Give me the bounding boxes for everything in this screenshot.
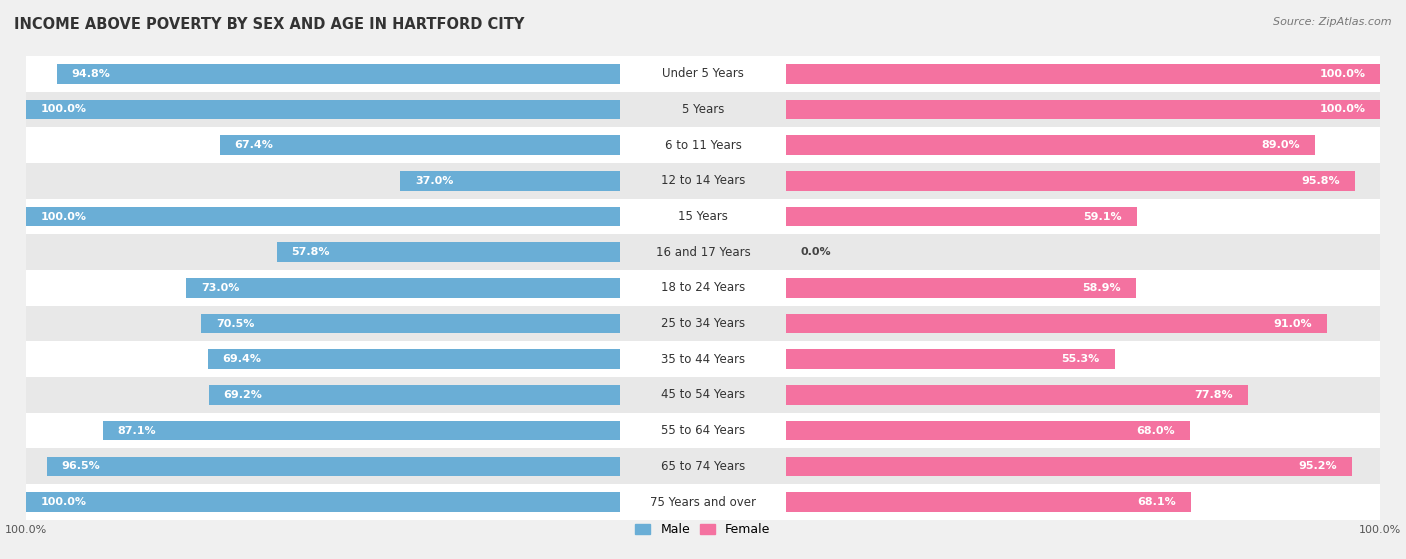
Text: 68.1%: 68.1% bbox=[1137, 497, 1175, 507]
Text: 100.0%: 100.0% bbox=[41, 105, 87, 115]
Bar bbox=[786, 385, 1249, 405]
Text: 55 to 64 Years: 55 to 64 Years bbox=[661, 424, 745, 437]
Text: 5 Years: 5 Years bbox=[682, 103, 724, 116]
Bar bbox=[25, 342, 1381, 377]
Text: 18 to 24 Years: 18 to 24 Years bbox=[661, 281, 745, 295]
Text: 65 to 74 Years: 65 to 74 Years bbox=[661, 460, 745, 473]
Text: 69.2%: 69.2% bbox=[224, 390, 263, 400]
Text: 55.3%: 55.3% bbox=[1062, 354, 1099, 364]
Bar bbox=[25, 234, 1381, 270]
Text: 59.1%: 59.1% bbox=[1084, 211, 1122, 221]
Text: INCOME ABOVE POVERTY BY SEX AND AGE IN HARTFORD CITY: INCOME ABOVE POVERTY BY SEX AND AGE IN H… bbox=[14, 17, 524, 32]
Text: 91.0%: 91.0% bbox=[1274, 319, 1312, 329]
Bar bbox=[786, 457, 1351, 476]
Text: 94.8%: 94.8% bbox=[72, 69, 111, 79]
Bar bbox=[25, 448, 1381, 484]
Bar bbox=[25, 270, 1381, 306]
Bar bbox=[25, 198, 1381, 234]
Bar bbox=[25, 207, 620, 226]
Bar bbox=[25, 306, 1381, 342]
Text: 70.5%: 70.5% bbox=[217, 319, 254, 329]
Text: 75 Years and over: 75 Years and over bbox=[650, 495, 756, 509]
Text: 6 to 11 Years: 6 to 11 Years bbox=[665, 139, 741, 151]
Bar bbox=[25, 484, 1381, 520]
Bar bbox=[25, 377, 1381, 413]
Bar bbox=[25, 92, 1381, 127]
Text: Under 5 Years: Under 5 Years bbox=[662, 67, 744, 80]
Bar bbox=[201, 314, 620, 333]
Text: 67.4%: 67.4% bbox=[235, 140, 273, 150]
Text: 25 to 34 Years: 25 to 34 Years bbox=[661, 317, 745, 330]
Text: 45 to 54 Years: 45 to 54 Years bbox=[661, 389, 745, 401]
Text: 87.1%: 87.1% bbox=[118, 425, 156, 435]
Bar bbox=[25, 56, 1381, 92]
Text: 100.0%: 100.0% bbox=[41, 497, 87, 507]
Text: 35 to 44 Years: 35 to 44 Years bbox=[661, 353, 745, 366]
Text: 77.8%: 77.8% bbox=[1195, 390, 1233, 400]
Bar bbox=[786, 171, 1355, 191]
Bar bbox=[786, 207, 1137, 226]
Text: 0.0%: 0.0% bbox=[801, 247, 831, 257]
Text: 12 to 14 Years: 12 to 14 Years bbox=[661, 174, 745, 187]
Bar bbox=[786, 135, 1315, 155]
Text: 89.0%: 89.0% bbox=[1261, 140, 1301, 150]
Text: 73.0%: 73.0% bbox=[201, 283, 239, 293]
Bar bbox=[401, 171, 620, 191]
Text: 37.0%: 37.0% bbox=[415, 176, 453, 186]
Bar bbox=[209, 385, 620, 405]
Text: 69.4%: 69.4% bbox=[222, 354, 262, 364]
Bar bbox=[56, 64, 620, 83]
Bar bbox=[25, 163, 1381, 198]
Text: 96.5%: 96.5% bbox=[62, 461, 100, 471]
Text: 100.0%: 100.0% bbox=[41, 211, 87, 221]
Text: 57.8%: 57.8% bbox=[291, 247, 330, 257]
Bar bbox=[786, 64, 1381, 83]
Text: 68.0%: 68.0% bbox=[1136, 425, 1175, 435]
Text: 100.0%: 100.0% bbox=[1319, 105, 1365, 115]
Bar bbox=[786, 100, 1381, 119]
Bar bbox=[46, 457, 620, 476]
Bar bbox=[786, 421, 1189, 440]
Bar bbox=[219, 135, 620, 155]
Bar bbox=[786, 278, 1136, 298]
Bar bbox=[25, 413, 1381, 448]
Bar bbox=[277, 243, 620, 262]
Text: 100.0%: 100.0% bbox=[1319, 69, 1365, 79]
Bar bbox=[25, 492, 620, 512]
Bar bbox=[25, 100, 620, 119]
Bar bbox=[208, 349, 620, 369]
Bar bbox=[786, 314, 1327, 333]
Bar bbox=[25, 127, 1381, 163]
Text: 15 Years: 15 Years bbox=[678, 210, 728, 223]
Text: Source: ZipAtlas.com: Source: ZipAtlas.com bbox=[1274, 17, 1392, 27]
Bar bbox=[786, 349, 1115, 369]
Bar bbox=[103, 421, 620, 440]
Text: 58.9%: 58.9% bbox=[1083, 283, 1121, 293]
Legend: Male, Female: Male, Female bbox=[630, 518, 776, 542]
Text: 95.8%: 95.8% bbox=[1302, 176, 1340, 186]
Bar bbox=[786, 492, 1191, 512]
Text: 95.2%: 95.2% bbox=[1298, 461, 1337, 471]
Text: 16 and 17 Years: 16 and 17 Years bbox=[655, 246, 751, 259]
Bar bbox=[186, 278, 620, 298]
